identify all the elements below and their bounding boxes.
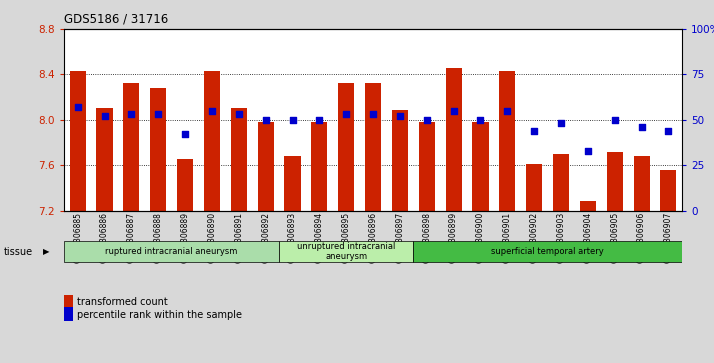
Bar: [446, 68, 462, 211]
Point: [609, 117, 620, 123]
Point: [394, 113, 406, 119]
Bar: [124, 83, 139, 211]
Bar: [580, 201, 596, 211]
Point: [126, 111, 137, 117]
Bar: [392, 110, 408, 211]
Bar: [526, 164, 542, 211]
Bar: [338, 83, 354, 211]
Text: percentile rank within the sample: percentile rank within the sample: [77, 310, 242, 321]
Bar: [473, 122, 488, 211]
Text: GDS5186 / 31716: GDS5186 / 31716: [64, 13, 169, 26]
Point: [448, 108, 459, 114]
Bar: [660, 170, 676, 211]
Point: [475, 117, 486, 123]
Point: [555, 121, 567, 126]
Text: superficial temporal artery: superficial temporal artery: [491, 247, 604, 256]
Bar: [150, 88, 166, 211]
Point: [341, 111, 352, 117]
Text: tissue: tissue: [4, 246, 33, 257]
Point: [582, 148, 593, 154]
Bar: [204, 71, 220, 211]
Bar: [231, 109, 247, 211]
Text: transformed count: transformed count: [77, 297, 168, 307]
Text: ruptured intracranial aneurysm: ruptured intracranial aneurysm: [106, 247, 238, 256]
Bar: [177, 159, 193, 211]
Point: [663, 128, 674, 134]
Bar: [258, 122, 273, 211]
Point: [528, 128, 540, 134]
Bar: [70, 71, 86, 211]
Bar: [413, 241, 682, 262]
Point: [287, 117, 298, 123]
Bar: [96, 109, 113, 211]
Point: [367, 111, 378, 117]
Point: [72, 104, 84, 110]
Point: [206, 108, 218, 114]
Bar: [279, 241, 413, 262]
Bar: [499, 71, 516, 211]
Text: ▶: ▶: [43, 247, 49, 256]
Bar: [418, 122, 435, 211]
Bar: [284, 156, 301, 211]
Point: [99, 113, 110, 119]
Point: [502, 108, 513, 114]
Bar: [311, 122, 328, 211]
Bar: [633, 156, 650, 211]
Point: [636, 124, 648, 130]
Point: [260, 117, 271, 123]
Bar: [553, 154, 569, 211]
Bar: [64, 241, 279, 262]
Text: unruptured intracranial
aneurysm: unruptured intracranial aneurysm: [297, 242, 396, 261]
Point: [233, 111, 244, 117]
Bar: [365, 83, 381, 211]
Point: [179, 131, 191, 137]
Bar: [607, 151, 623, 211]
Point: [421, 117, 433, 123]
Point: [313, 117, 325, 123]
Point: [153, 111, 164, 117]
